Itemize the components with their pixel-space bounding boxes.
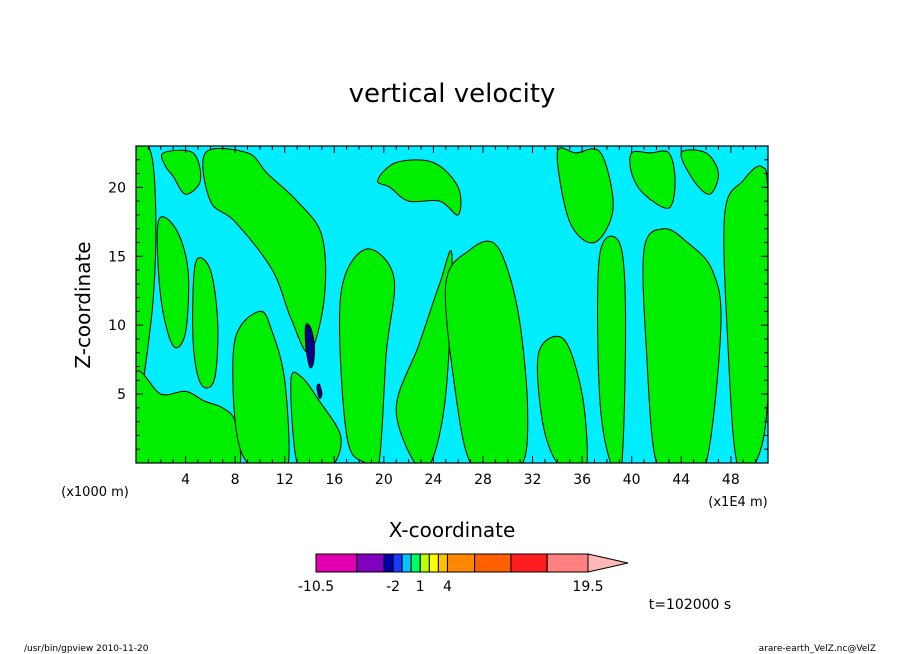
x-axis-title: X-coordinate — [389, 518, 516, 542]
colorbar-tick-label: -10.5 — [298, 579, 334, 595]
positive-region-18 — [680, 149, 719, 195]
colorbar-segment — [401, 553, 412, 573]
y-tick-label: 20 — [108, 180, 126, 196]
positive-region-9 — [377, 159, 462, 216]
x-tick-label: 32 — [524, 472, 542, 488]
strong-updraft-region-1 — [316, 383, 323, 399]
colorbar-segment — [392, 553, 403, 573]
y-axis-title: Z-coordinate — [71, 241, 95, 368]
footer-right: arare-earth_VelZ.nc@VelZ — [759, 644, 876, 654]
positive-region-13 — [556, 147, 614, 244]
colorbar-segment — [315, 553, 358, 573]
colorbar-segment — [356, 553, 385, 573]
x-tick-label: 40 — [623, 472, 641, 488]
x-tick-label: 48 — [722, 472, 740, 488]
colorbar-tick-label: 19.5 — [572, 579, 603, 595]
x-ticks: 4 8 12 16 20 24 28 32 36 40 44 48 — [147, 146, 757, 488]
colorbar-segment — [437, 553, 448, 573]
x-tick-label: 12 — [276, 472, 294, 488]
x-tick-label: 4 — [181, 472, 190, 488]
positive-region-7 — [290, 371, 342, 463]
plot-frame — [135, 145, 769, 464]
x-tick-label: 8 — [231, 472, 240, 488]
contour-regions — [136, 146, 768, 463]
strong-updraft-region-0 — [304, 323, 316, 369]
positive-region-1 — [161, 149, 202, 195]
positive-region-4 — [192, 257, 219, 389]
positive-region-3 — [156, 216, 190, 349]
colorbar-tick-label: 4 — [443, 579, 452, 595]
positive-region-16 — [642, 228, 722, 463]
time-label: t=102000 s — [649, 597, 731, 613]
y-tick-label: 5 — [117, 387, 126, 403]
footer-left: /usr/bin/gpview 2010-11-20 — [24, 644, 149, 654]
x-tick-label: 36 — [573, 472, 591, 488]
x-unit-label: (x1E4 m) — [708, 495, 767, 510]
colorbar-tick-label: -2 — [386, 579, 400, 595]
x-tick-label: 28 — [474, 472, 492, 488]
x-tick-label: 20 — [375, 472, 393, 488]
colorbar-segment — [383, 553, 394, 573]
colorbar-segment — [410, 553, 421, 573]
positive-region-11 — [444, 240, 529, 463]
colorbar-segment — [419, 553, 430, 573]
colorbar — [315, 553, 629, 573]
y-unit-label: (x1000 m) — [61, 485, 129, 500]
colorbar-segment — [474, 553, 512, 573]
colorbar-tick-label: 1 — [416, 579, 425, 595]
positive-region-0 — [136, 146, 157, 435]
positive-region-8 — [339, 248, 396, 463]
chart-title: vertical velocity — [349, 79, 556, 109]
colorbar-segment — [546, 553, 589, 573]
colorbar-labels: -10.5 -2 1 4 19.5 — [298, 579, 604, 595]
colorbar-segment — [446, 553, 476, 573]
colorbar-extend-arrow — [587, 553, 629, 573]
y-ticks: 5 10 15 20 — [108, 159, 768, 450]
positive-region-2 — [202, 147, 327, 354]
colorbar-segment — [510, 553, 548, 573]
colorbar-segment — [428, 553, 439, 573]
y-tick-label: 10 — [108, 318, 126, 334]
x-tick-label: 24 — [424, 472, 442, 488]
x-tick-label: 44 — [672, 472, 690, 488]
positive-region-12 — [536, 335, 588, 463]
positive-region-15 — [629, 150, 676, 209]
y-tick-label: 15 — [108, 249, 126, 265]
x-tick-label: 16 — [325, 472, 343, 488]
positive-region-6 — [232, 310, 290, 463]
